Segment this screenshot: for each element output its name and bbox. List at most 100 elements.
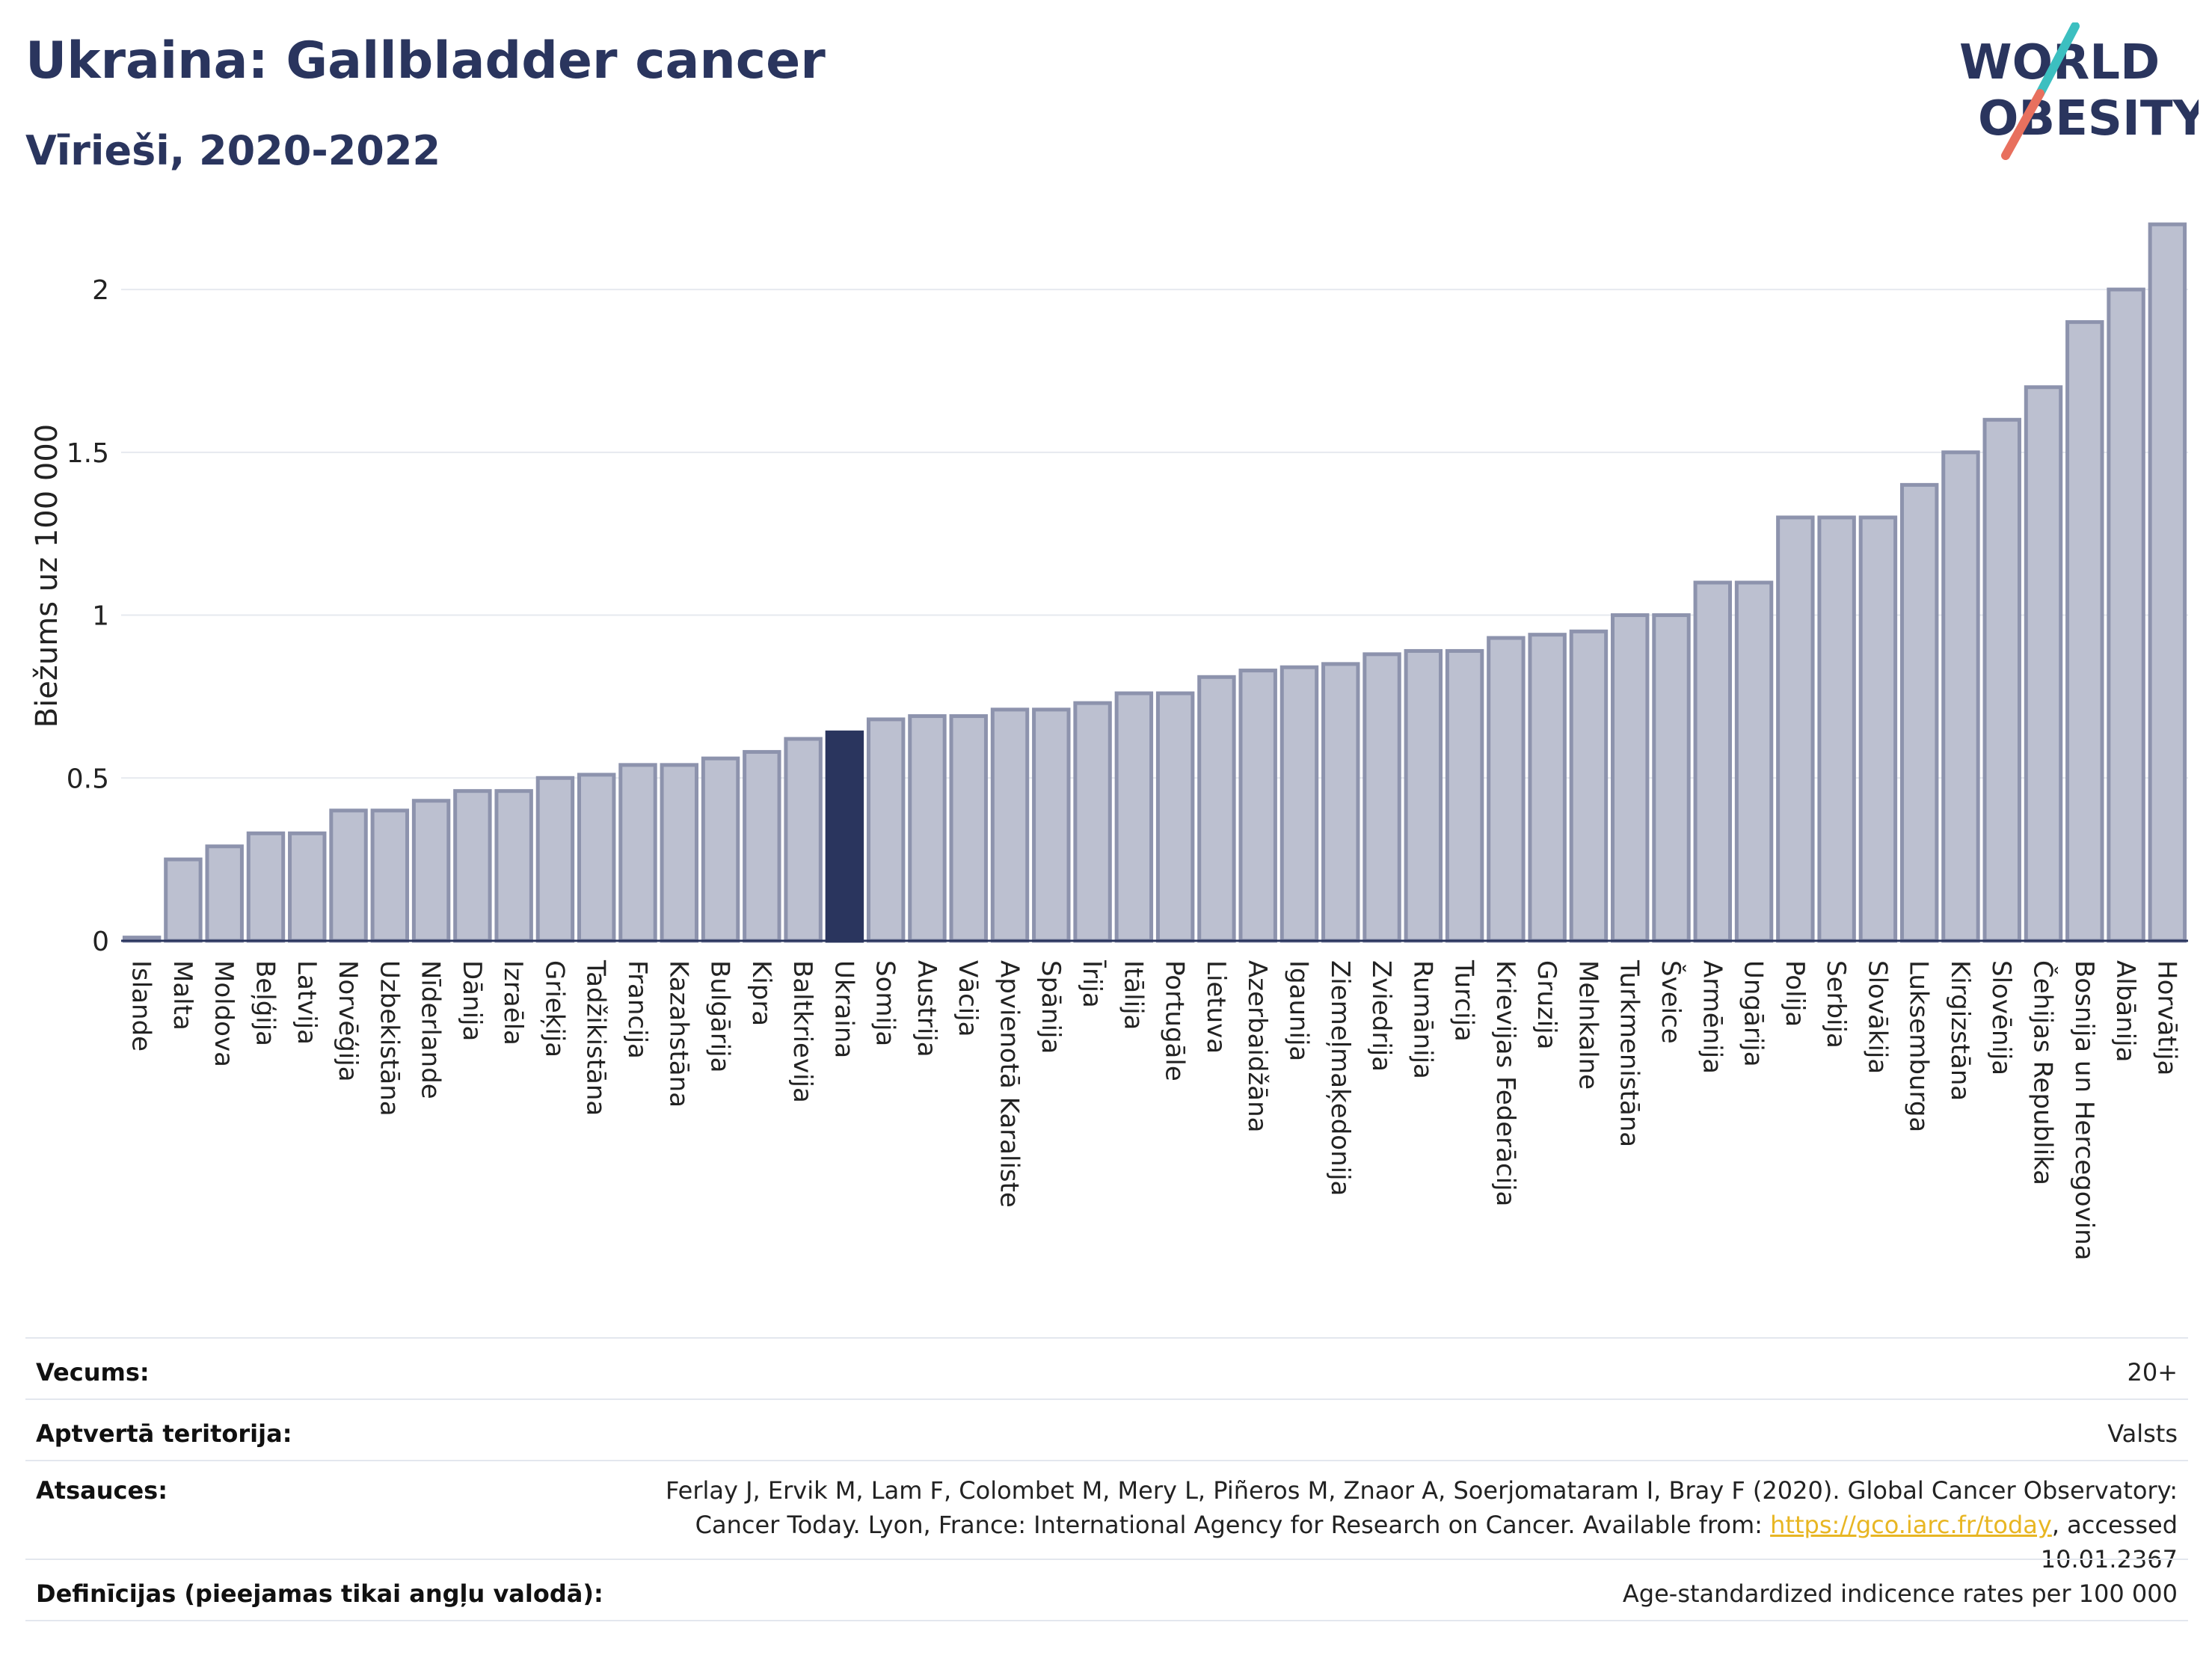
x-tick-label: Šveice [1656,960,1686,1044]
y-tick-label: 0.5 [67,764,109,794]
x-tick-label: Slovākija [1862,960,1892,1074]
bar-28 [1279,665,1319,943]
bar-20 [949,714,988,943]
x-tick-label: Austrija [912,960,941,1057]
logo-slash-bottom [2001,89,2044,160]
bar-31 [1404,648,1443,943]
bar-21 [990,707,1030,943]
bar-34 [1528,633,1567,943]
bar-41 [1817,515,1856,943]
x-tick-label: Polija [1780,960,1810,1027]
x-tick-label: Slovēnija [1986,960,2016,1075]
bar-26 [1197,675,1236,943]
x-tick-label: Izraēla [498,960,528,1045]
references-link[interactable]: https://gco.iarc.fr/today [1770,1511,2052,1539]
y-tick-label: 0 [92,927,109,957]
info-row-age: Vecums: 20+ [25,1337,2188,1398]
bar-27 [1238,669,1277,943]
x-tick-label: Gruzija [1531,960,1561,1049]
x-tick-label: Bulgārija [705,960,735,1072]
bar-chart: 0 0.5 1 1.5 2 Islande Malta Moldova Beļģija Latvi… [30,222,2188,1261]
bar-25 [1155,691,1195,943]
x-tick-label: Bosnija un Hercegovina [2069,960,2099,1261]
bar-3 [246,831,286,943]
page-title: Ukraina: Gallbladder cancer [25,31,826,90]
references-value: Ferlay J, Ervik M, Lam F, Colombet M, Me… [607,1473,2178,1576]
x-tick-label: Ukraina [829,960,858,1058]
bars [122,222,2187,943]
bar-29 [1321,662,1360,943]
info-row-definitions: Definīcijas (pieejamas tikai angļu valod… [25,1559,2188,1621]
y-tick-label: 2 [92,275,109,306]
bar-44 [1941,450,1980,943]
x-tick-label: Moldova [209,960,239,1067]
bar-23 [1073,701,1112,943]
bar-14 [701,756,740,943]
x-tick-label: Vācija [953,960,983,1037]
x-tick-label: Kazahstāna [663,960,693,1108]
bar-49 [2148,222,2187,943]
x-tick-label: Rumānija [1407,960,1437,1079]
x-tick-label: Čehijas Republika [2028,960,2059,1185]
bar-1 [164,857,203,943]
bar-46 [2024,385,2063,943]
x-tick-label: Kirgizstāna [1945,960,1975,1101]
x-tick-label: Norvēģija [333,960,363,1082]
bar-5 [329,808,368,943]
bar-8 [453,789,492,943]
bar-17 [825,730,864,943]
x-tick-label: Islande [126,960,156,1051]
bar-11 [577,773,616,943]
info-table: Vecums: 20+ Aptvertā teritorija: Valsts … [25,1337,2188,1636]
bar-37 [1652,613,1691,943]
x-tick-label: Portugāle [1160,960,1190,1081]
bar-43 [1899,482,1939,943]
x-tick-label: Ungārija [1739,960,1769,1067]
bar-48 [2107,287,2145,943]
bar-30 [1362,652,1401,943]
info-row-references: Atsauces: Ferlay J, Ervik M, Lam F, Colo… [25,1460,2188,1573]
bar-15 [743,749,781,943]
bar-4 [288,831,327,943]
bar-12 [618,763,657,943]
bar-35 [1569,629,1609,943]
bar-47 [2065,320,2104,943]
x-tick-label: Īrija [1077,960,1107,1008]
x-tick-label: Somija [870,960,900,1046]
y-tick-label: 1 [92,601,109,632]
x-tick-label: Spānija [1036,960,1066,1054]
bar-2 [205,844,244,943]
x-tick-label: Igaunija [1283,960,1313,1061]
x-tick-label: Melnkalne [1573,960,1603,1090]
territory-label: Aptvertā teritorija: [36,1419,292,1448]
definitions-label: Definīcijas (pieejamas tikai angļu valod… [36,1579,603,1608]
bar-45 [1982,417,2021,943]
x-tick-label: Malta [168,960,197,1031]
bar-19 [908,714,947,943]
x-tick-label: Horvātija [2151,960,2181,1075]
x-tick-label: Zviedrija [1366,960,1396,1072]
x-tick-label: Ziemeļmaķedonija [1325,960,1355,1196]
x-tick-label: Dānija [457,960,487,1041]
bar-38 [1693,580,1732,943]
bar-6 [370,808,410,943]
logo-slash-top [2036,22,2080,98]
x-tick-label: Armēnija [1697,960,1727,1074]
bar-13 [660,763,698,943]
bar-16 [784,737,823,943]
y-axis-label: Biežums uz 100 000 [30,424,64,728]
x-tick-label: Apvienotā Karaliste [995,960,1024,1208]
x-tick-label: Grieķija [539,960,569,1057]
x-tick-label: Tadžikistāna [581,959,611,1116]
x-tick-label: Baltkrievija [787,960,817,1103]
bar-10 [535,776,575,943]
x-tick-label: Azerbaidžāna [1242,960,1272,1133]
x-tick-label: Turkmenistāna [1615,959,1644,1147]
bar-36 [1611,613,1650,943]
x-tick-label: Lietuva [1201,960,1231,1054]
bar-33 [1487,636,1526,943]
x-tick-label: Francija [622,960,652,1059]
references-label: Atsauces: [36,1476,168,1505]
bar-7 [411,799,451,943]
x-tick-label: Kipra [746,960,776,1026]
